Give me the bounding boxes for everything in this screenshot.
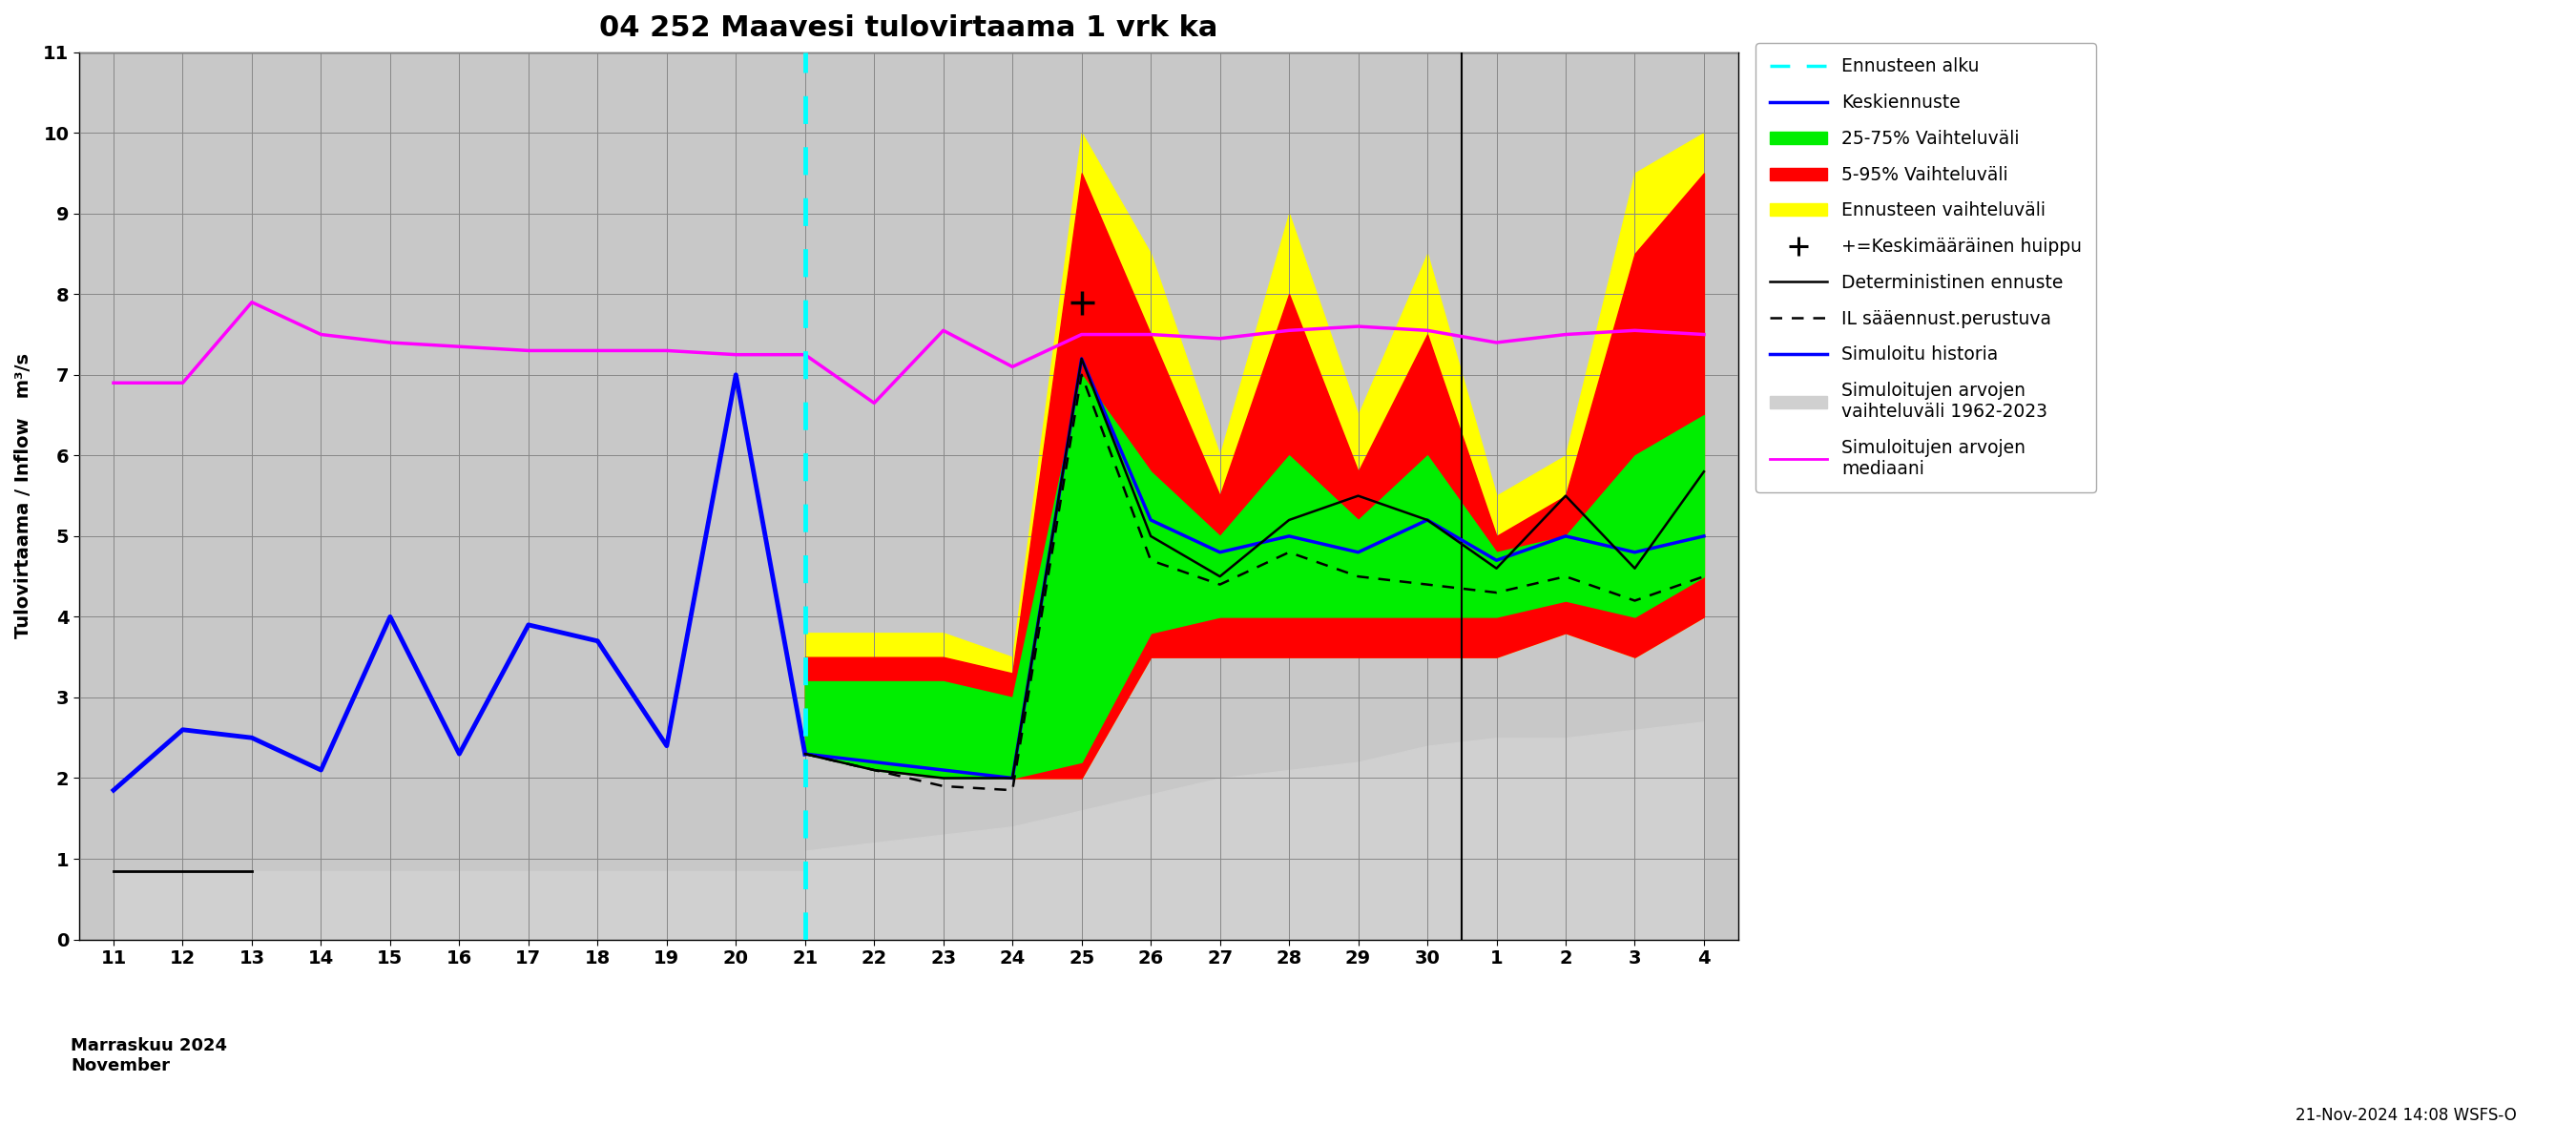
Text: Marraskuu 2024
November: Marraskuu 2024 November (70, 1037, 227, 1074)
Y-axis label: Tulovirtaama / Inflow   m³/s: Tulovirtaama / Inflow m³/s (15, 353, 33, 639)
Text: 21-Nov-2024 14:08 WSFS-O: 21-Nov-2024 14:08 WSFS-O (2295, 1106, 2517, 1123)
Legend: Ennusteen alku, Keskiennuste, 25-75% Vaihteluväli, 5-95% Vaihteluväli, Ennusteen: Ennusteen alku, Keskiennuste, 25-75% Vai… (1757, 44, 2097, 492)
Title: 04 252 Maavesi tulovirtaama 1 vrk ka: 04 252 Maavesi tulovirtaama 1 vrk ka (600, 14, 1218, 42)
